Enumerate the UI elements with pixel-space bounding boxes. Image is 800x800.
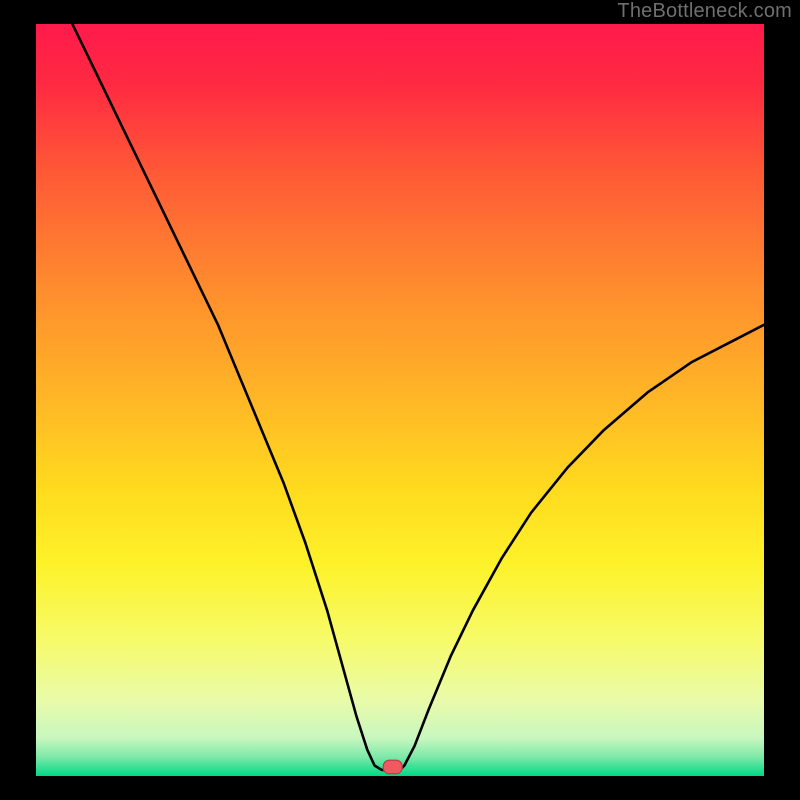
chart-container: TheBottleneck.com [0, 0, 800, 800]
bottleneck-chart [0, 0, 800, 800]
current-point-marker [383, 760, 402, 774]
chart-gradient-background [36, 24, 764, 776]
watermark-text: TheBottleneck.com [617, 0, 792, 23]
